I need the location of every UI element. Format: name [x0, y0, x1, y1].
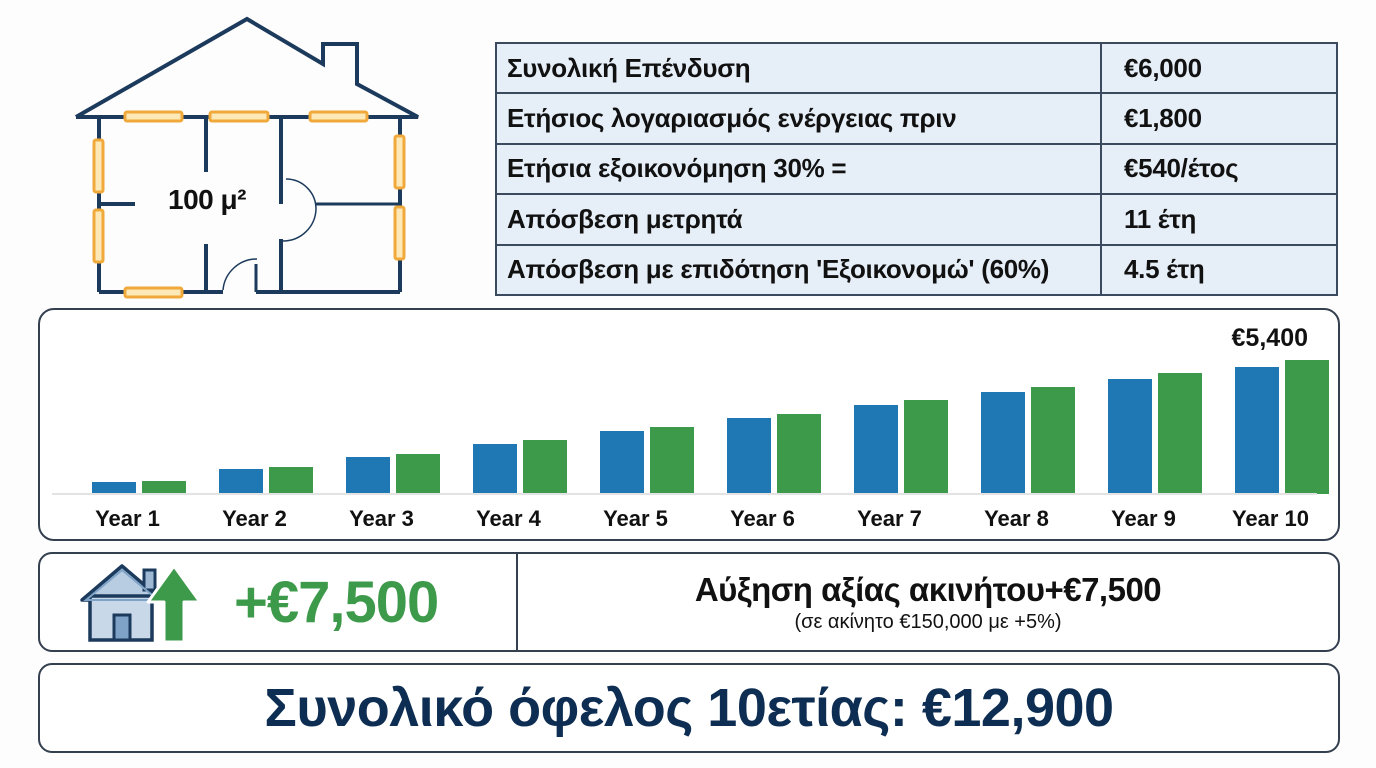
savings-chart-card: Year 1 Year 2 Year 3 Year 4 Year 5 Year 6 Year… — [38, 308, 1340, 541]
bar-blue — [92, 482, 136, 494]
x-axis-label: Year 2 — [222, 506, 287, 531]
value-increase-description: Αύξηση αξίας ακινήτου+€7,500 (σε ακίνητο… — [518, 554, 1338, 650]
row-value: €6,000 — [1100, 41, 1338, 95]
bar-group — [72, 310, 190, 494]
bar-blue — [219, 469, 263, 494]
bar-value-annotation: €5,400 — [1231, 324, 1308, 352]
x-axis-label: Year 10 — [1231, 506, 1310, 531]
bar-green — [777, 414, 821, 494]
total-benefit-card: Συνολικό όφελος 10ετίας: €12,900 — [38, 663, 1340, 753]
bar-group — [834, 310, 952, 494]
house-floorplan-icon — [75, 16, 419, 299]
bar-blue — [346, 457, 390, 494]
x-axis-label: Year 9 — [1111, 506, 1176, 531]
row-label: Συνολική Επένδυση — [495, 41, 1102, 95]
value-increase-amount: +€7,500 — [234, 569, 439, 635]
bar-group — [580, 310, 698, 494]
bar-chart — [52, 310, 1330, 494]
bar-green — [1158, 373, 1202, 494]
bar-group — [1088, 310, 1206, 494]
chart-baseline — [52, 493, 1317, 495]
area-label: 100 μ² — [168, 184, 246, 215]
x-axis-label: Year 6 — [730, 506, 795, 531]
house-up-arrow-icon — [80, 564, 200, 644]
x-axis-label: Year 5 — [603, 506, 668, 531]
bar-green — [523, 440, 567, 494]
bar-blue — [600, 431, 644, 494]
row-label: Ετήσια εξοικονόμηση 30% = — [495, 142, 1102, 196]
bar-blue — [727, 418, 771, 494]
investment-table: Συνολική Επένδυση €6,000 Ετήσιος λογαρια… — [495, 41, 1338, 296]
row-label: Απόσβεση με επιδότηση 'Εξοικονομώ' (60%) — [495, 243, 1102, 296]
bar-group — [707, 310, 825, 494]
value-increase-title: Αύξηση αξίας ακινήτου+€7,500 — [694, 570, 1162, 608]
bar-blue — [473, 444, 517, 494]
bar-green — [904, 400, 948, 494]
x-axis-label: Year 4 — [476, 506, 541, 531]
x-axis-label: Year 8 — [984, 506, 1049, 531]
x-axis-label: Year 1 — [95, 506, 160, 531]
row-label: Ετήσιος λογαριασμός ενέργειας πριν — [495, 92, 1102, 145]
table-row: Απόσβεση μετρητά 11 έτη — [495, 193, 1338, 246]
bar-green — [1285, 360, 1329, 494]
row-value: €540/έτος — [1100, 142, 1338, 196]
table-row: Ετήσια εξοικονόμηση 30% = €540/έτος — [495, 142, 1338, 196]
bar-group — [326, 310, 444, 494]
row-value: 4.5 έτη — [1100, 243, 1338, 296]
bar-blue — [854, 405, 898, 494]
house-floorplan: 100 μ² — [70, 12, 430, 302]
bar-group — [453, 310, 571, 494]
table-row: Ετήσιος λογαριασμός ενέργειας πριν €1,80… — [495, 92, 1338, 145]
total-benefit-text: Συνολικό όφελος 10ετίας: €12,900 — [264, 678, 1114, 738]
bar-green — [650, 427, 694, 494]
bar-green — [142, 481, 186, 494]
table-row: Απόσβεση με επιδότηση 'Εξοικονομώ' (60%)… — [495, 243, 1338, 296]
bar-green — [269, 467, 313, 494]
bar-green — [396, 454, 440, 494]
property-value-card: +€7,500 Αύξηση αξίας ακινήτου+€7,500 (σε… — [38, 552, 1340, 652]
bar-group — [1215, 310, 1333, 494]
value-increase-subtitle: (σε ακίνητο €150,000 με +5%) — [794, 610, 1062, 633]
x-axis-label: Year 7 — [857, 506, 922, 531]
table-row: Συνολική Επένδυση €6,000 — [495, 41, 1338, 95]
x-axis-label: Year 3 — [349, 506, 414, 531]
value-increase-highlight: +€7,500 — [40, 554, 518, 650]
bar-blue — [1108, 379, 1152, 494]
bar-green — [1031, 387, 1075, 494]
bar-blue — [1235, 367, 1279, 494]
row-value: 11 έτη — [1100, 193, 1338, 246]
row-label: Απόσβεση μετρητά — [495, 193, 1102, 246]
bar-group — [199, 310, 317, 494]
bar-blue — [981, 392, 1025, 494]
bar-group — [961, 310, 1079, 494]
row-value: €1,800 — [1100, 92, 1338, 145]
